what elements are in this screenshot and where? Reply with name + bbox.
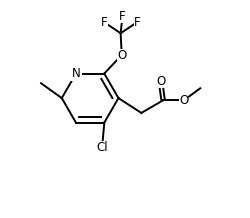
Text: F: F: [119, 10, 126, 23]
Text: O: O: [179, 94, 188, 107]
Text: Cl: Cl: [96, 141, 108, 154]
Text: N: N: [72, 67, 80, 80]
Text: F: F: [101, 16, 107, 29]
Text: O: O: [117, 49, 126, 61]
Text: F: F: [134, 16, 140, 29]
Text: O: O: [156, 75, 165, 88]
